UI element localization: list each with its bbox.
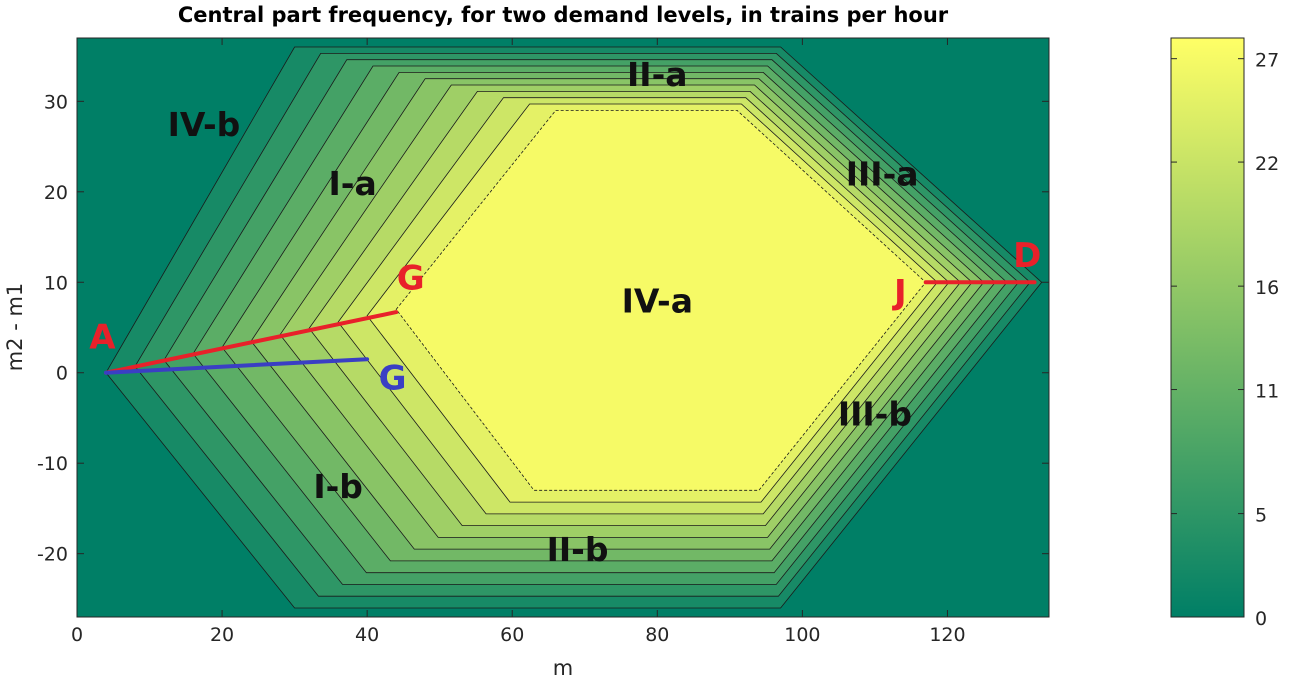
colorbar-tick-label: 0 [1255, 608, 1267, 630]
y-tick-label: -10 [37, 453, 68, 475]
y-tick-label: 30 [44, 91, 68, 113]
y-tick-label: 10 [44, 272, 68, 294]
x-tick-label: 100 [784, 624, 820, 646]
region-label: III-b [838, 394, 912, 433]
x-tick-label: 80 [645, 624, 669, 646]
x-axis-label: m [553, 656, 573, 680]
y-tick-label: 0 [56, 363, 68, 385]
y-axis-label: m2 - m1 [3, 283, 27, 372]
series-line [104, 357, 370, 375]
colorbar-tick-label: 11 [1255, 381, 1279, 403]
x-tick-label: 20 [210, 624, 234, 646]
point-label: G [379, 358, 407, 398]
region-label: I-a [329, 164, 377, 203]
colorbar: 0 5 11 16 22 27 [1170, 37, 1279, 630]
colorbar-tick-label: 22 [1255, 153, 1279, 175]
point-label: A [89, 318, 116, 358]
axes-frame [76, 37, 1050, 618]
point-label: J [892, 272, 907, 312]
region-label: III-a [846, 155, 919, 194]
region-label: II-b [547, 530, 609, 569]
colorbar-gradient [1170, 37, 1245, 618]
point-label: D [1013, 236, 1041, 276]
plot-area: 0 20 40 60 80 100 120 -20 -10 0 10 20 30 IV-b I-a II-a I… [37, 37, 1050, 646]
x-tick-label: 60 [500, 624, 524, 646]
chart-title: Central part frequency, for two demand l… [178, 3, 949, 27]
region-label: IV-a [622, 281, 693, 320]
x-tick-label: 40 [355, 624, 379, 646]
contour-bands [105, 46, 1043, 609]
region-label: I-b [313, 467, 363, 506]
x-tick-label: 0 [71, 624, 83, 646]
y-tick-label: 20 [44, 182, 68, 204]
colorbar-tick-label: 16 [1255, 277, 1279, 299]
y-tick-label: -20 [37, 544, 68, 566]
colorbar-tick-label: 27 [1255, 50, 1279, 72]
point-label: G [397, 259, 425, 299]
colorbar-tick-label: 5 [1255, 505, 1267, 527]
region-label: IV-b [168, 105, 241, 144]
x-tick-label: 120 [929, 624, 965, 646]
region-label: II-a [627, 55, 688, 94]
series-line [104, 310, 399, 375]
